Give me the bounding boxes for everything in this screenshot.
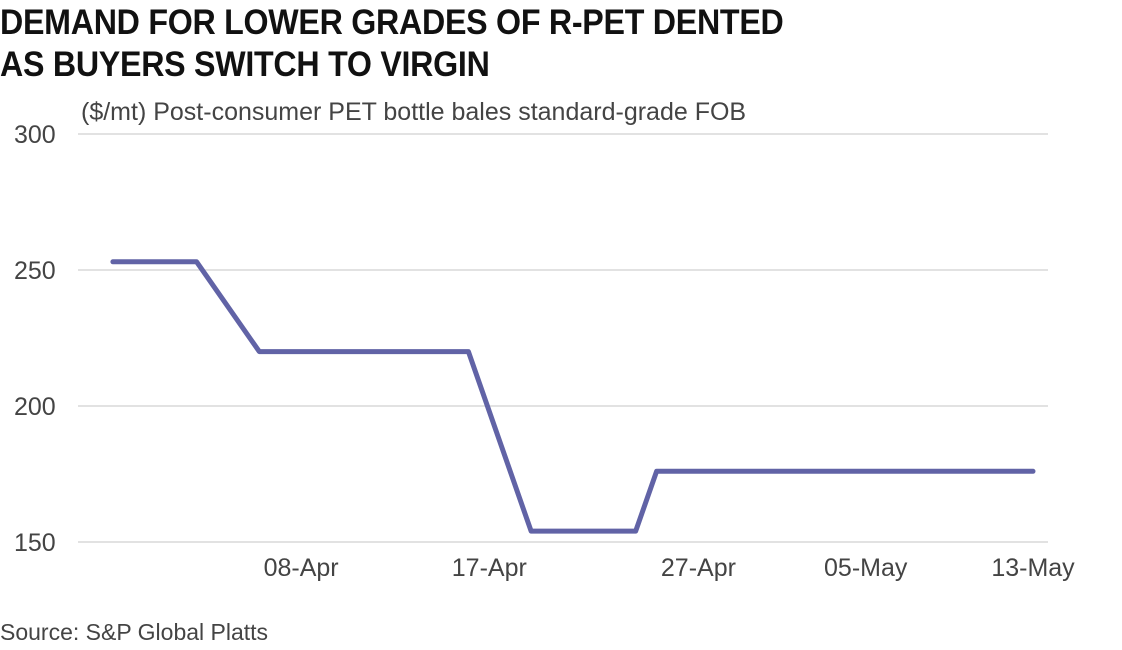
x-tick-label: 08-Apr xyxy=(264,554,339,582)
x-tick-label: 27-Apr xyxy=(661,554,736,582)
x-tick-label: 05-May xyxy=(824,554,908,582)
y-tick-label: 300 xyxy=(14,121,56,149)
line-chart: 150 200 250 300 08-Apr 17-Apr 27-Apr 05-May 13-M… xyxy=(14,121,1075,582)
chart-title: DEMAND FOR LOWER GRADES OF R-PET DENTED … xyxy=(0,3,784,84)
chart-subtitle: ($/mt) Post-consumer PET bottle bales st… xyxy=(81,98,747,126)
x-tick-label: 13-May xyxy=(991,554,1075,582)
y-tick-label: 200 xyxy=(14,393,56,421)
y-tick-label: 250 xyxy=(14,257,56,285)
source-note: Source: S&P Global Platts xyxy=(0,619,269,645)
y-tick-label: 150 xyxy=(14,529,56,557)
series-line-0 xyxy=(110,259,1036,534)
x-tick-label: 17-Apr xyxy=(452,554,527,582)
